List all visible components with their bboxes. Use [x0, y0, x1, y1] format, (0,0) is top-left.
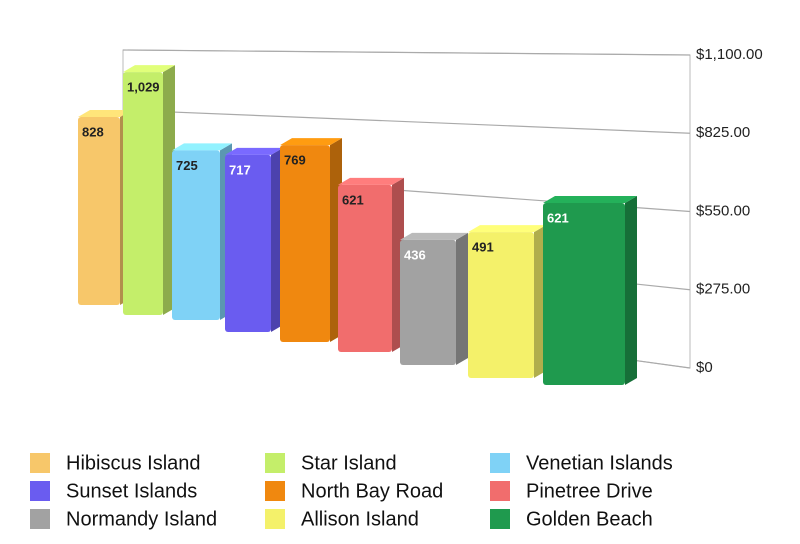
legend-label: Sunset Islands [66, 480, 197, 502]
legend-swatch [265, 481, 285, 501]
bar [172, 150, 220, 320]
value-label: 621 [342, 192, 364, 207]
bar [78, 117, 120, 305]
bar [225, 154, 271, 332]
value-label: 717 [229, 162, 251, 177]
value-label: 621 [547, 210, 569, 225]
legend-label: North Bay Road [301, 480, 443, 502]
legend-swatch [30, 481, 50, 501]
legend-swatch [490, 509, 510, 529]
bar-top [280, 138, 342, 146]
y-tick-label: $0 [696, 359, 713, 376]
value-label: 491 [472, 240, 494, 255]
bar-top [338, 177, 404, 185]
bar [400, 239, 456, 365]
bar-side [625, 196, 637, 385]
grid-line [122, 49, 691, 56]
legend-swatch [490, 453, 510, 473]
value-label: 828 [82, 124, 104, 139]
value-label: 769 [284, 153, 306, 168]
bar-top [78, 110, 132, 118]
bar-top [543, 196, 637, 204]
legend-label: Normandy Island [66, 508, 217, 530]
y-tick-label: $550.00 [696, 202, 750, 219]
value-label: 436 [404, 247, 426, 262]
legend-swatch [265, 509, 285, 529]
bar [338, 184, 392, 352]
legend-label: Star Island [301, 452, 397, 474]
value-label: 1,029 [127, 80, 160, 95]
legend-label: Venetian Islands [526, 452, 673, 474]
y-tick-label: $1,100.00 [696, 46, 763, 63]
legend-swatch [490, 481, 510, 501]
bar-top [123, 65, 175, 73]
legend-label: Golden Beach [526, 508, 653, 530]
y-tick-label: $275.00 [696, 281, 750, 298]
legend-swatch [30, 509, 50, 529]
bar-top [225, 147, 283, 155]
bar [280, 145, 330, 342]
grid-line [122, 109, 691, 134]
bar [468, 232, 534, 378]
bar-top [172, 143, 232, 151]
legend-label: Allison Island [301, 508, 419, 530]
bar [123, 72, 163, 315]
bar-top [468, 225, 546, 233]
bar [543, 203, 625, 385]
legend-swatch [265, 453, 285, 473]
bar-side [456, 232, 468, 365]
bar-top [400, 232, 468, 240]
legend-label: Hibiscus Island [66, 452, 201, 474]
legend-swatch [30, 453, 50, 473]
y-tick-label: $825.00 [696, 124, 750, 141]
legend-label: Pinetree Drive [526, 480, 653, 502]
value-label: 725 [176, 158, 198, 173]
